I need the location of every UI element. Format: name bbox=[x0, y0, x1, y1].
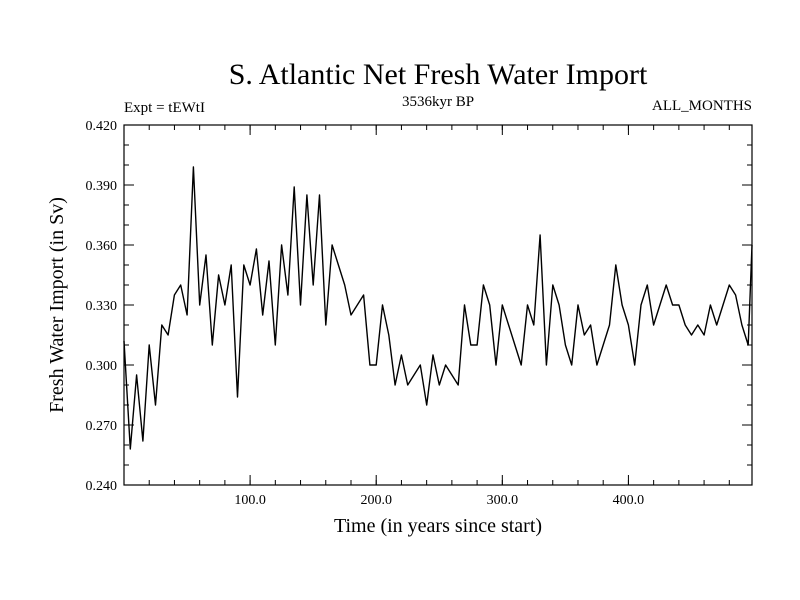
plot-area bbox=[123, 166, 753, 450]
y-tick-label: 0.270 bbox=[86, 419, 118, 434]
x-tick-label: 400.0 bbox=[613, 493, 645, 508]
plot-frame bbox=[123, 124, 753, 486]
y-tick-label: 0.240 bbox=[86, 479, 118, 494]
subtitle-experiment: Expt = tEWtI bbox=[124, 100, 205, 116]
x-axis-label: Time (in years since start) bbox=[334, 515, 542, 537]
x-tick-label: 300.0 bbox=[487, 493, 519, 508]
subtitle-date: 3536kyr BP bbox=[402, 94, 474, 110]
y-tick-label: 0.330 bbox=[86, 299, 118, 314]
y-axis-label: Fresh Water Import (in Sv) bbox=[46, 197, 68, 413]
chart-title: S. Atlantic Net Fresh Water Import bbox=[229, 58, 648, 91]
axis-ticks: 100.0 200.0 300.0 400.0 0.240 0.270 0.300 0.330… bbox=[86, 119, 752, 508]
y-tick-label: 0.390 bbox=[86, 179, 118, 194]
y-tick-label: 0.420 bbox=[86, 119, 118, 134]
x-tick-label: 100.0 bbox=[234, 493, 266, 508]
x-tick-label: 200.0 bbox=[360, 493, 392, 508]
series-line-0 bbox=[123, 166, 753, 450]
y-tick-label: 0.300 bbox=[86, 359, 118, 374]
y-tick-label: 0.360 bbox=[86, 239, 118, 254]
subtitle-months: ALL_MONTHS bbox=[652, 98, 752, 114]
